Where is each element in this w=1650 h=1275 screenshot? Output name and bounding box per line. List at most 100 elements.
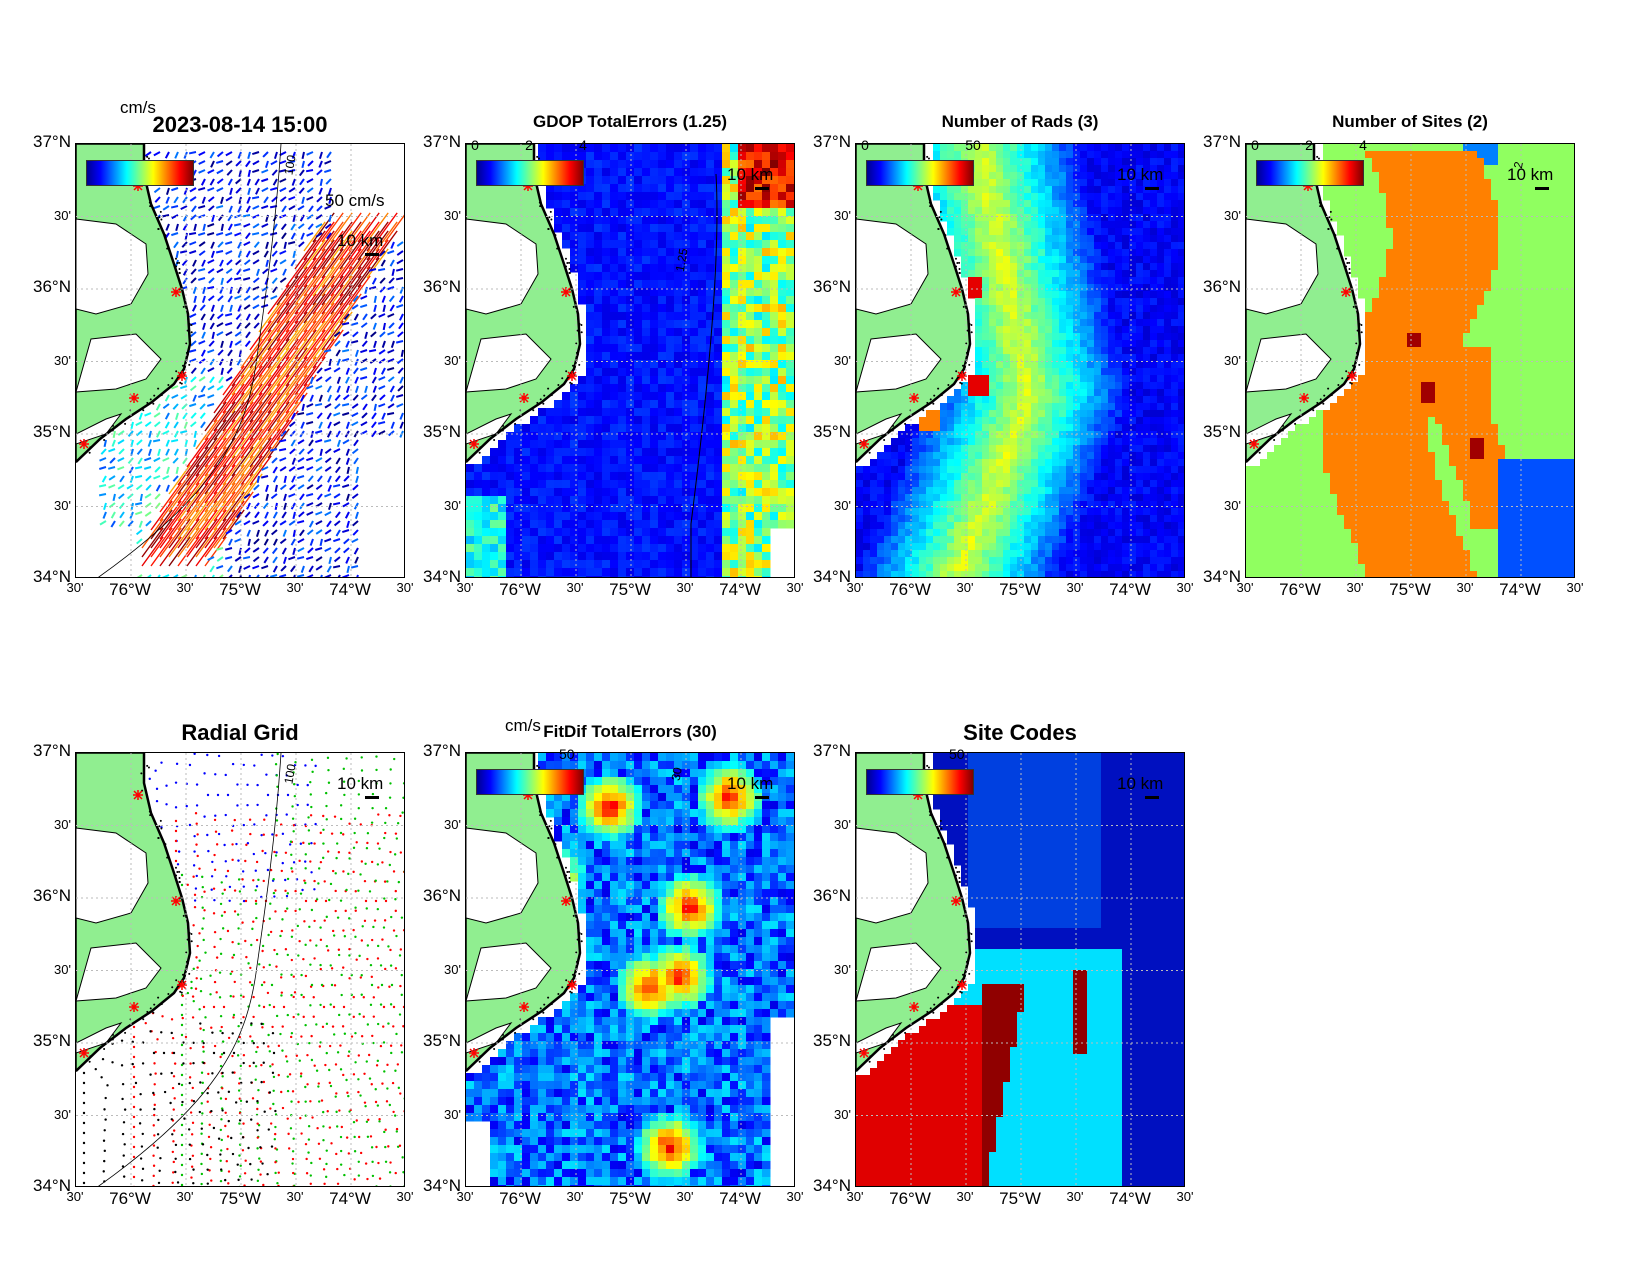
field-cell: [578, 248, 587, 257]
field-cell: [698, 176, 707, 185]
field-cell: [1101, 368, 1109, 376]
field-cell: [1094, 200, 1102, 208]
vector-arrow: [198, 169, 206, 174]
vector-arrow: [177, 473, 200, 504]
vector-arrow: [306, 484, 314, 490]
field-cell: [1024, 228, 1032, 236]
field-cell: [762, 456, 771, 465]
field-cell: [642, 376, 651, 385]
vector-arrow: [343, 547, 350, 554]
field-cell: [706, 400, 715, 409]
field-cell: [1045, 564, 1053, 572]
field-cell: [690, 232, 699, 241]
field-cell: [1045, 438, 1053, 446]
field-cell: [706, 208, 715, 217]
field-cell: [506, 456, 515, 465]
shore-dot: [111, 429, 114, 432]
field-cell: [586, 576, 595, 577]
field-cell: [570, 400, 579, 409]
vector-arrow: [388, 295, 395, 303]
field-cell: [754, 200, 763, 209]
plot-area: [465, 143, 795, 578]
field-cell: [778, 336, 787, 345]
field-cell: [690, 544, 699, 553]
field-cell: [690, 264, 699, 273]
field-cell: [1087, 270, 1095, 278]
vector-arrow: [103, 502, 107, 511]
field-cell: [1066, 214, 1074, 222]
field-cell: [1024, 172, 1032, 180]
field-cell: [1010, 550, 1018, 558]
field-cell: [982, 389, 990, 397]
field-cell: [1052, 396, 1060, 404]
field-cell: [642, 312, 651, 321]
field-cell: [770, 504, 779, 513]
field-cell: [594, 496, 603, 505]
vector-arrow: [269, 574, 278, 577]
field-cell: [926, 550, 934, 558]
vector-arrow: [198, 232, 206, 236]
field-cell: [650, 160, 659, 169]
field-cell: [1031, 193, 1039, 201]
field-cell: [1066, 501, 1074, 509]
field-cell: [666, 568, 675, 577]
field-cell: [982, 508, 990, 516]
field-cell: [522, 520, 531, 529]
field-cell: [940, 543, 948, 551]
field-cell: [989, 368, 997, 376]
vector-arrow: [388, 430, 395, 437]
vector-arrow: [258, 320, 281, 351]
vector-arrow: [334, 403, 341, 410]
vector-arrow: [351, 412, 359, 418]
field-cell: [506, 480, 515, 489]
field-cell: [1073, 571, 1081, 577]
field-cell: [618, 496, 627, 505]
field-cell: [626, 536, 635, 545]
field-cell: [714, 368, 723, 377]
field-cell: [982, 431, 990, 439]
field-cell: [1066, 508, 1074, 516]
field-cell: [1052, 256, 1060, 264]
vector-arrow: [249, 401, 272, 432]
field-cell: [626, 392, 635, 401]
field-cell: [594, 296, 603, 305]
field-cell: [778, 200, 787, 209]
field-cell: [530, 560, 539, 569]
vector-arrow: [98, 493, 107, 497]
field-cell: [1059, 291, 1067, 299]
field-cell: [730, 536, 739, 545]
field-cell: [594, 280, 603, 289]
field-cell: [642, 424, 651, 433]
field-cell: [666, 376, 675, 385]
field-cell: [690, 160, 699, 169]
field-cell: [626, 544, 635, 553]
field-cell: [658, 448, 667, 457]
vector-arrow: [198, 340, 206, 345]
field-cell: [954, 389, 962, 397]
field-cell: [1073, 459, 1081, 467]
field-cell: [1066, 277, 1074, 285]
field-cell: [594, 456, 603, 465]
vector-arrow: [227, 295, 233, 303]
field-cell: [1059, 431, 1067, 439]
field-cell: [698, 144, 707, 153]
field-cell: [1073, 466, 1081, 474]
field-cell: [982, 466, 990, 474]
field-cell: [1059, 284, 1067, 292]
vector-arrow: [276, 374, 299, 405]
field-cell: [762, 248, 771, 257]
field-cell: [690, 344, 699, 353]
field-cell: [794, 328, 795, 337]
field-cell: [1031, 235, 1039, 243]
field-cell: [586, 144, 595, 153]
vector-arrow: [294, 365, 317, 396]
vector-arrow: [316, 196, 323, 203]
field-cell: [1108, 172, 1116, 180]
field-cell: [658, 280, 667, 289]
vector-arrow: [391, 268, 395, 277]
field-cell: [996, 340, 1004, 348]
vector-arrow: [324, 574, 332, 577]
field-cell: [650, 232, 659, 241]
vector-arrow: [192, 259, 197, 267]
field-cell: [1024, 571, 1032, 577]
